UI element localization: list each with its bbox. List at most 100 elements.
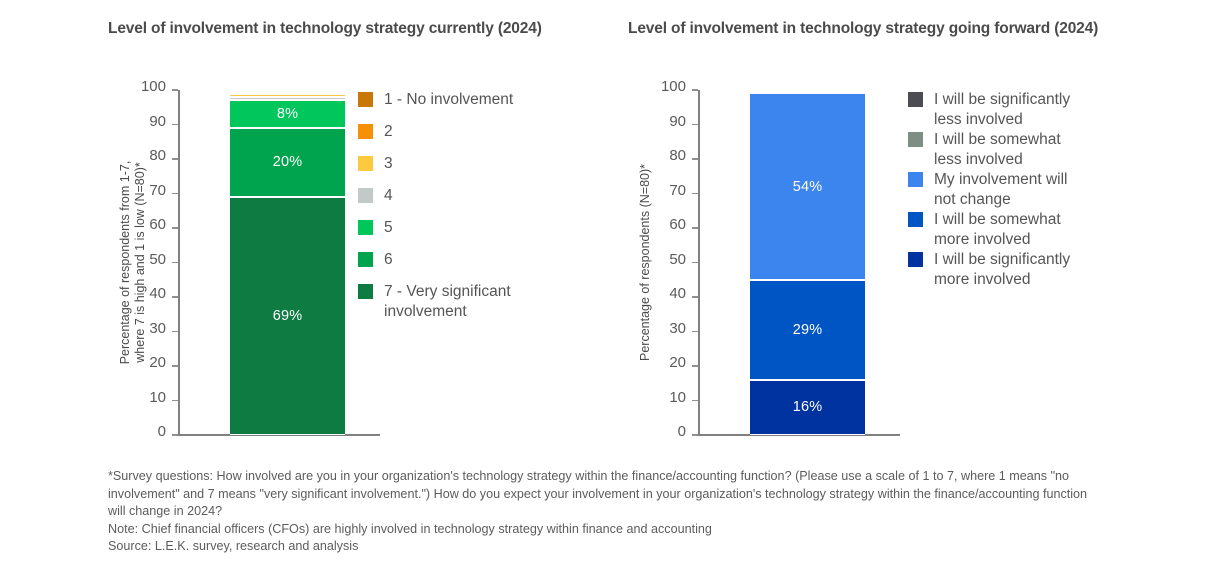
legend-item-label: 3 [384, 155, 393, 172]
legend-color-swatch [358, 156, 373, 171]
y-axis-tick: 70 [149, 182, 178, 199]
y-axis-tick: 80 [149, 147, 178, 164]
y-axis-tick-mark [692, 434, 698, 436]
y-axis-line [698, 90, 700, 435]
y-axis-tick-label: 20 [149, 354, 166, 372]
legend-item[interactable]: 4 [358, 186, 513, 218]
y-axis-tick-label: 40 [149, 285, 166, 303]
y-axis-tick-mark [172, 330, 178, 333]
legend-item[interactable]: 7 - Very significant involvement [358, 282, 513, 326]
legend-item[interactable]: 6 [358, 250, 513, 282]
y-axis-tick-mark [692, 158, 698, 160]
bar-segment[interactable] [230, 96, 345, 101]
bar-segment[interactable] [750, 91, 865, 94]
y-axis-tick-mark [692, 365, 698, 367]
chart-panel-currently: Level of involvement in technology strat… [100, 0, 620, 460]
y-axis-tick: 70 [669, 182, 698, 199]
y-axis-tick-mark [692, 261, 698, 264]
y-axis-tick: 30 [669, 320, 698, 337]
bar-segment[interactable] [230, 94, 345, 97]
y-axis-tick-label: 50 [149, 250, 166, 268]
y-axis-tick: 90 [669, 113, 698, 130]
legend-item[interactable]: 2 [358, 122, 513, 154]
y-axis-tick-label: 90 [669, 112, 686, 130]
y-axis-tick: 60 [669, 216, 698, 233]
y-axis-tick-label: 80 [669, 147, 686, 165]
bar-segment[interactable] [230, 90, 345, 93]
y-axis-tick: 10 [149, 389, 178, 406]
legend-item-label: 5 [384, 219, 393, 236]
legend-item-label: 4 [384, 187, 393, 204]
footnote-survey-questions: *Survey questions: How involved are you … [108, 469, 1088, 518]
bar-segment[interactable] [750, 88, 865, 92]
y-axis-line [178, 90, 180, 435]
y-axis-tick-label: 100 [660, 78, 686, 96]
legend-item-label: 1 - No involvement [384, 91, 514, 108]
legend-item[interactable]: 5 [358, 218, 513, 250]
stacked-bar-currently[interactable]: 69% 20% 8% [230, 90, 345, 435]
bar-segment[interactable]: 8% [230, 100, 345, 128]
y-axis-tick-label: 0 [157, 423, 166, 441]
y-axis-tick-mark [692, 296, 698, 298]
legend-item-label: 2 [384, 123, 393, 140]
y-axis-tick-mark [172, 261, 178, 264]
stacked-bar-going-forward[interactable]: 16% 29% 54% [750, 88, 865, 435]
chart-title-going-forward: Level of involvement in technology strat… [628, 20, 1099, 37]
bar-segment[interactable]: 29% [750, 279, 865, 380]
bar-segment[interactable]: 54% [750, 93, 865, 280]
y-axis-tick-label: 70 [149, 181, 166, 199]
bar-segment[interactable]: 16% [750, 379, 865, 435]
y-axis-tick-label: 100 [140, 78, 166, 96]
bar-segment[interactable] [230, 92, 345, 95]
y-axis-tick-mark [692, 123, 698, 126]
legend-currently: 1 - No involvement 2 3 4 5 6 7 - Very signific… [358, 90, 513, 326]
bar-segment-label: 8% [276, 106, 299, 123]
y-axis-tick-mark [172, 399, 178, 402]
y-axis-tick: 0 [678, 423, 698, 440]
y-axis-tick-label: 50 [669, 250, 686, 268]
y-axis-tick-mark [692, 89, 698, 91]
legend-color-swatch [358, 188, 373, 203]
chart-title-currently: Level of involvement in technology strat… [108, 20, 542, 37]
footnotes: *Survey questions: How involved are you … [108, 468, 1098, 556]
y-axis-tick-label: 20 [669, 354, 686, 372]
y-axis-tick-mark [172, 89, 178, 91]
legend-item-label: I will be significantly more involved [934, 251, 1071, 288]
legend-item[interactable]: I will be somewhat more involved [908, 210, 1070, 250]
legend-item-label: My involvement will not change [934, 171, 1068, 208]
y-axis-tick: 40 [669, 285, 698, 302]
bar-segment-label: 54% [792, 178, 823, 195]
legend-item[interactable]: I will be significantly less involved [908, 90, 1070, 130]
legend-item[interactable]: 3 [358, 154, 513, 186]
legend-item[interactable]: I will be significantly more involved [908, 250, 1070, 290]
y-axis-tick: 100 [141, 78, 178, 95]
y-axis-tick-mark [172, 434, 178, 436]
legend-color-swatch [358, 92, 373, 107]
legend-color-swatch [908, 92, 923, 107]
legend-item[interactable]: I will be somewhat less involved [908, 130, 1070, 170]
y-axis-tick: 10 [669, 389, 698, 406]
bar-segment[interactable]: 20% [230, 127, 345, 197]
legend-item-label: 7 - Very significant involvement [384, 283, 511, 320]
y-axis-tick: 60 [149, 216, 178, 233]
legend-item[interactable]: My involvement will not change [908, 170, 1070, 210]
bar-segment[interactable]: 69% [230, 196, 345, 435]
y-axis-tick-mark [172, 365, 178, 367]
y-axis-tick-label: 0 [677, 423, 686, 441]
y-axis-tick-label: 60 [669, 216, 686, 234]
legend-color-swatch [358, 124, 373, 139]
y-axis-tick-label: 90 [149, 112, 166, 130]
legend-item-label: I will be somewhat more involved [934, 211, 1061, 248]
y-axis-tick-label: 70 [669, 181, 686, 199]
y-axis-tick: 20 [669, 354, 698, 371]
y-axis-tick-mark [172, 227, 178, 229]
charts-container: Level of involvement in technology strat… [100, 0, 1099, 460]
y-axis-tick-label: 60 [149, 216, 166, 234]
legend-item[interactable]: 1 - No involvement [358, 90, 513, 122]
legend-item-label: I will be somewhat less involved [934, 131, 1061, 168]
legend-going-forward: I will be significantly less involved I w… [908, 90, 1070, 290]
y-axis-tick: 20 [149, 354, 178, 371]
y-axis-tick-mark [692, 192, 698, 195]
y-axis-tick-mark [172, 123, 178, 126]
bar-segment-label: 29% [792, 321, 823, 338]
